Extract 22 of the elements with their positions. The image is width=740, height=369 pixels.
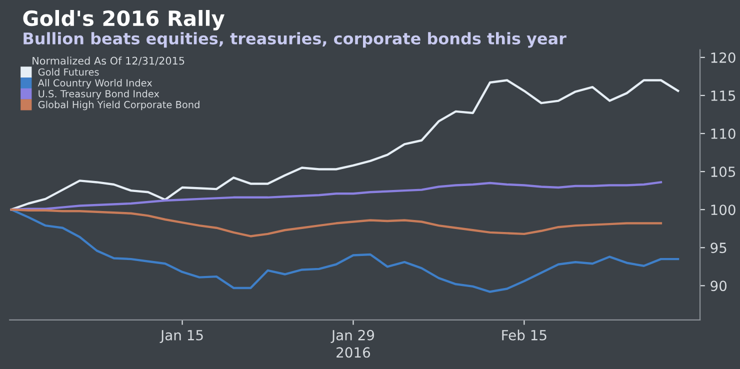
x-tick-label: Jan 15 xyxy=(160,330,203,343)
line-series xyxy=(10,79,680,211)
y-tick-label: 110 xyxy=(711,128,736,139)
line-series xyxy=(10,208,662,238)
y-tick-label: 115 xyxy=(711,90,736,101)
legend-label: All Country World Index xyxy=(38,79,152,88)
x-tick-label: Jan 29 xyxy=(330,330,374,343)
y-tick-label: 90 xyxy=(710,280,727,292)
y-tick-label: 95 xyxy=(710,242,726,254)
x-axis-title: 2016 xyxy=(336,347,370,358)
legend-title: Normalized As Of 12/31/2015 xyxy=(32,56,184,66)
y-tick-label: 100 xyxy=(711,204,736,216)
chart-title: Gold's 2016 Rally xyxy=(23,10,225,30)
y-tick-label: 105 xyxy=(711,166,736,178)
line-series xyxy=(10,181,662,211)
x-tick-label: Feb 15 xyxy=(502,330,546,340)
chart-subtitle: Bullion beats equities, treasuries, corporate bonds this year xyxy=(24,32,566,48)
line-series xyxy=(10,208,680,293)
legend-label: Global High Yield Corporate Bond xyxy=(38,100,200,110)
legend-label: U.S. Treasury Bond Index xyxy=(38,90,160,100)
legend-label: Gold Futures xyxy=(38,68,99,76)
y-tick-label: 120 xyxy=(711,52,736,63)
